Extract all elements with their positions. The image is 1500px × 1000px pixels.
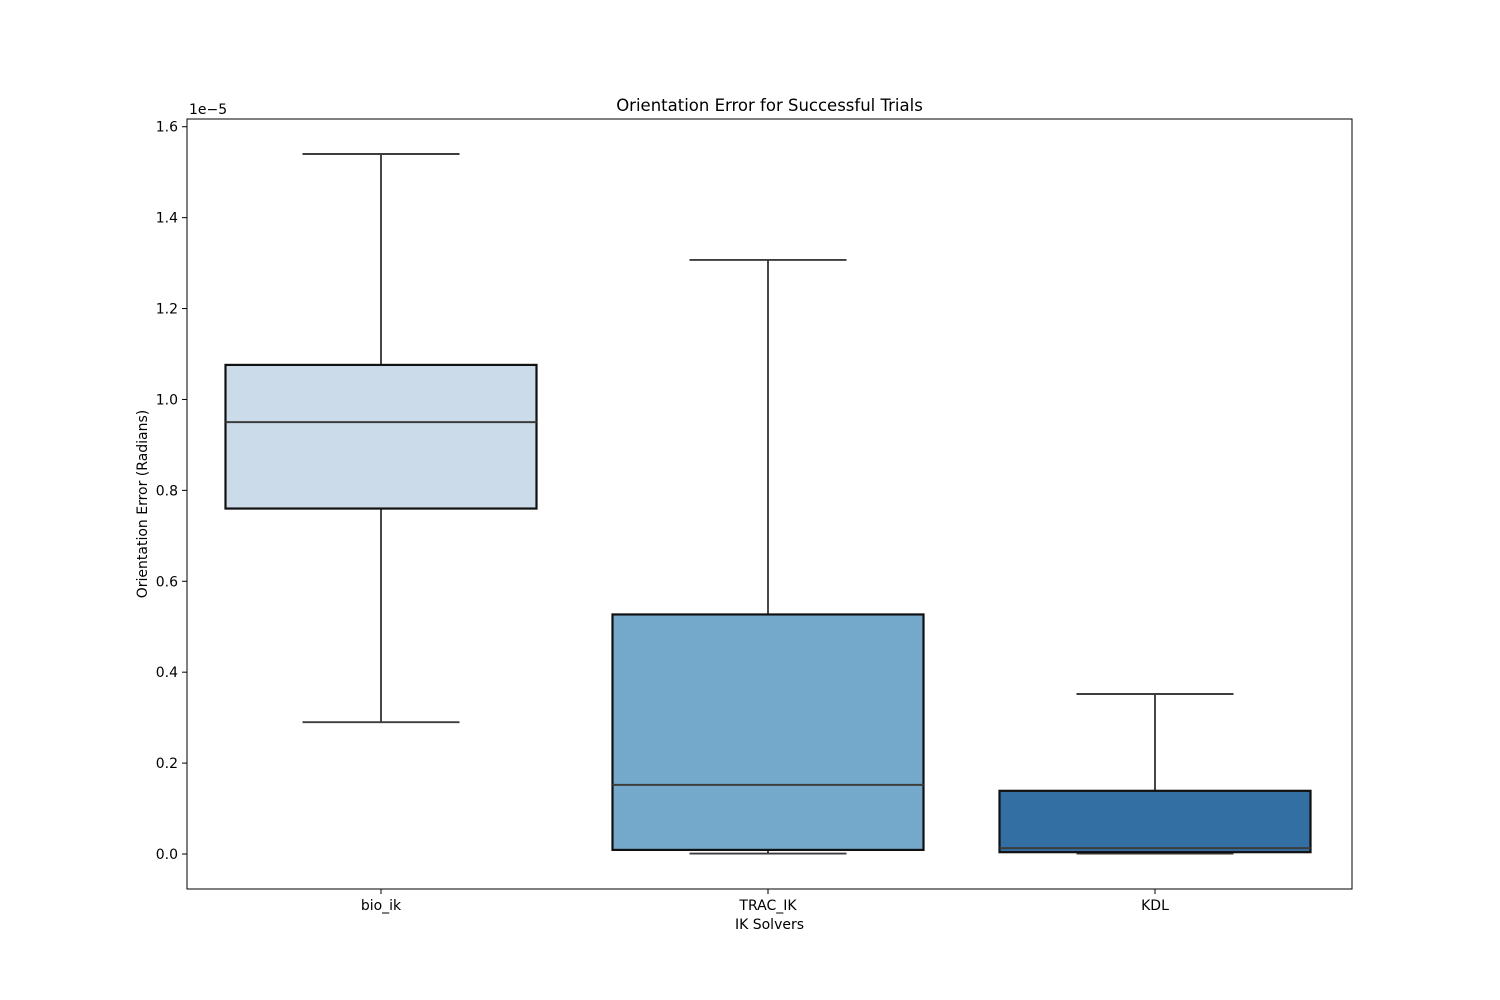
x-tick-label-KDL: KDL [1141,898,1169,914]
y-tick-label: 1.0 [156,392,178,408]
y-tick-label: 0.4 [156,665,178,681]
x-tick-label-TRAC_IK: TRAC_IK [738,898,797,914]
y-tick-label: 0.8 [156,483,178,499]
iqr-box [998,789,1312,854]
y-tick-label: 0.6 [156,574,178,590]
y-tick-label: 0.0 [156,847,178,863]
y-tick-label: 0.2 [156,756,178,772]
iqr-box [224,363,538,510]
iqr-box [611,613,925,852]
y-axis-label: Orientation Error (Radians) [135,410,151,599]
x-tick-label-bio_ik: bio_ik [361,898,402,914]
y-tick-label: 1.4 [156,211,178,227]
y-tick-label: 1.2 [156,302,178,318]
chart-title: Orientation Error for Successful Trials [616,96,923,115]
y-axis-ticks: 0.0 0.2 0.4 0.6 0.8 1.0 1.2 1.4 1.6 [156,120,187,863]
x-axis-ticks: bio_ik TRAC_IK KDL [361,889,1169,914]
boxplot-TRAC_IK [611,258,925,855]
y-axis-offset-label: 1e−5 [189,102,227,118]
boxplot-KDL [998,693,1312,855]
boxplot-series [224,153,1312,855]
y-tick-label: 1.6 [156,120,178,136]
x-axis-label: IK Solvers [735,917,804,933]
boxplot-bio_ik [224,153,538,724]
